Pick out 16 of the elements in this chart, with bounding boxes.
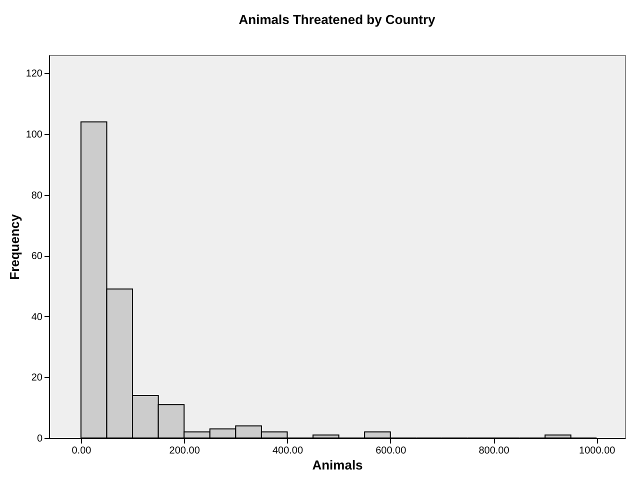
y-tick-label: 80 <box>31 190 43 202</box>
x-axis-title: Animals <box>312 458 363 472</box>
x-tick-label: 800.00 <box>478 446 510 456</box>
y-axis-title: Frequency <box>6 213 22 280</box>
y-tick-label: 100 <box>26 130 43 141</box>
y-tick-label: 60 <box>31 251 43 262</box>
x-tick-label: 400.00 <box>272 446 304 456</box>
x-tick-label: 600.00 <box>376 446 407 456</box>
x-tick-label: 1000.00 <box>579 446 616 456</box>
chart-title: Animals Threatened by Country <box>238 12 436 27</box>
x-tick-label: 0.00 <box>72 446 92 456</box>
x-tick-label: 200.00 <box>169 446 200 456</box>
y-tick-label: 40 <box>31 312 43 323</box>
y-tick-label: 0 <box>36 434 43 444</box>
y-tick-label: 20 <box>31 372 43 384</box>
y-tick-label: 120 <box>26 68 43 80</box>
